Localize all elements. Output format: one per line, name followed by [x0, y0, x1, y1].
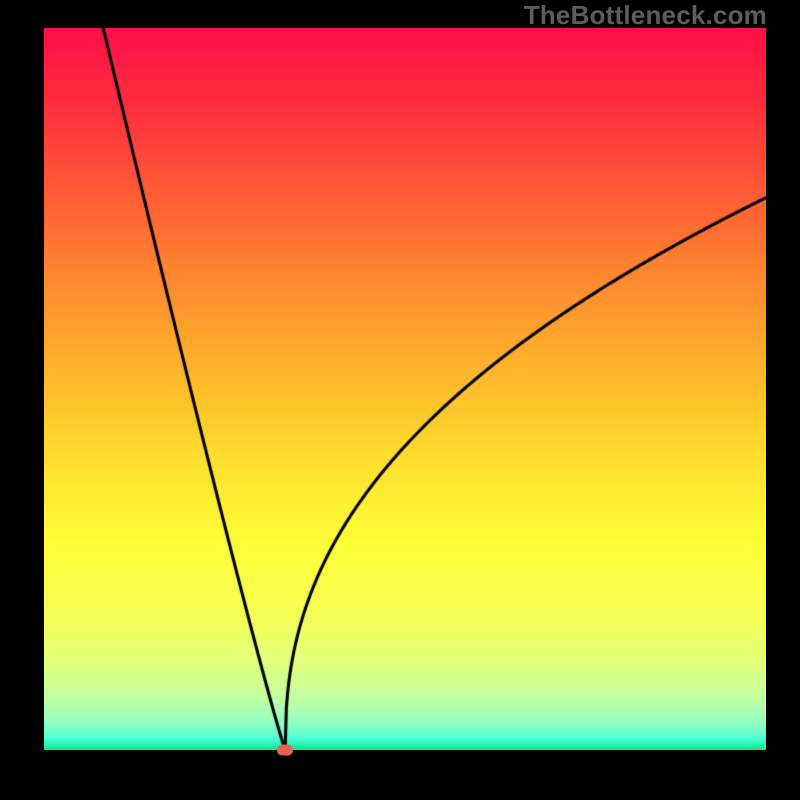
bottleneck-curve: [44, 28, 766, 750]
watermark-text: TheBottleneck.com: [524, 0, 767, 31]
minimum-marker: [277, 745, 293, 756]
figure-container: TheBottleneck.com: [0, 0, 800, 800]
plot-area: [44, 28, 766, 750]
